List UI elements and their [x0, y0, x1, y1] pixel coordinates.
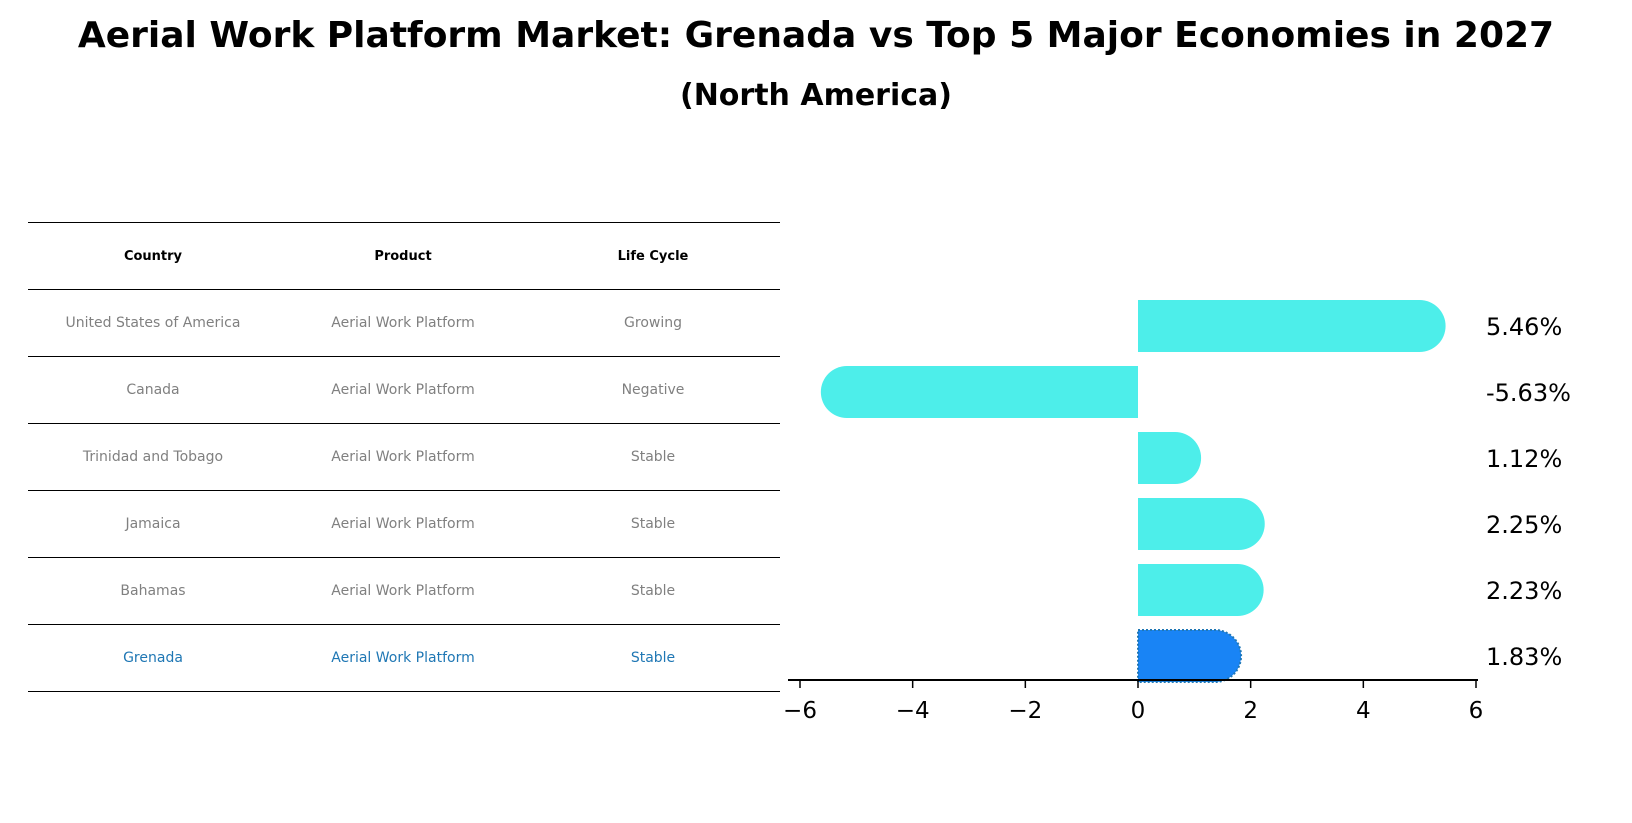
product-cell: Aerial Work Platform: [331, 583, 475, 599]
data-label: 5.46%: [1486, 313, 1562, 341]
header-product: Product: [374, 248, 432, 264]
table-row: Bahamas Aerial Work Platform Stable: [28, 557, 780, 624]
header-life-cycle: Life Cycle: [617, 248, 689, 264]
data-label: 2.25%: [1486, 511, 1562, 539]
life-cycle-cell: Stable: [630, 650, 676, 666]
data-label: 1.12%: [1486, 445, 1562, 473]
bar: [1138, 300, 1446, 352]
x-tick-label: 6: [1469, 698, 1484, 724]
chart-title: Aerial Work Platform Market: Grenada vs …: [77, 15, 1555, 56]
bar: [820, 366, 1138, 418]
life-cycle-cell: Negative: [621, 382, 685, 398]
bar: [1138, 432, 1202, 484]
data-label: 1.83%: [1486, 643, 1562, 671]
country-cell: United States of America: [65, 315, 241, 331]
country-cell: Bahamas: [120, 583, 186, 599]
table-row: Trinidad and Tobago Aerial Work Platform…: [28, 423, 780, 490]
bar: [1138, 564, 1264, 616]
x-tick-label: 4: [1356, 698, 1371, 724]
life-cycle-cell: Growing: [624, 315, 682, 331]
bar-chart: 5.46% -5.63% 1.12% 2.25% 2.23% 1.83% −6 −4 −2 0 2 4…: [783, 300, 1571, 724]
table-header-row: Country Product Life Cycle: [28, 222, 780, 289]
table-row-highlight: Grenada Aerial Work Platform Stable: [28, 624, 780, 692]
life-cycle-cell: Stable: [630, 516, 676, 532]
bar: [1138, 498, 1265, 550]
product-cell: Aerial Work Platform: [331, 650, 475, 666]
data-label: 2.23%: [1486, 577, 1562, 605]
product-cell: Aerial Work Platform: [331, 516, 475, 532]
life-cycle-cell: Stable: [630, 449, 676, 465]
product-cell: Aerial Work Platform: [331, 382, 475, 398]
country-cell: Trinidad and Tobago: [82, 449, 224, 465]
x-tick-label: 0: [1131, 698, 1146, 724]
x-tick-label: 2: [1243, 698, 1258, 724]
table-row: United States of America Aerial Work Pla…: [28, 289, 780, 356]
life-cycle-cell: Stable: [630, 583, 676, 599]
country-cell: Jamaica: [125, 516, 181, 532]
bar-highlight: [1137, 629, 1243, 683]
header-country: Country: [123, 248, 183, 264]
table-row: Canada Aerial Work Platform Negative: [28, 356, 780, 423]
product-cell: Aerial Work Platform: [331, 315, 475, 331]
x-tick-label: −6: [783, 698, 817, 724]
table-row: Jamaica Aerial Work Platform Stable: [28, 490, 780, 557]
data-table: Country Product Life Cycle United States…: [28, 222, 780, 692]
x-tick-label: −4: [896, 698, 930, 724]
country-cell: Canada: [126, 382, 180, 398]
chart-subtitle: (North America): [679, 78, 952, 113]
country-cell: Grenada: [123, 650, 183, 666]
product-cell: Aerial Work Platform: [331, 449, 475, 465]
data-label: -5.63%: [1486, 379, 1571, 407]
x-tick-label: −2: [1008, 698, 1042, 724]
